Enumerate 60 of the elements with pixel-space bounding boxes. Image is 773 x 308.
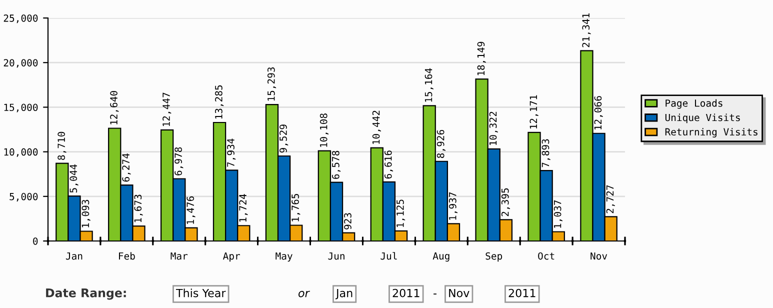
text: 10,442	[372, 110, 381, 144]
text: 21,341	[582, 13, 591, 48]
text: 1,937	[448, 192, 458, 220]
text: 13,285	[215, 85, 224, 119]
x-tick-label: Aug	[432, 252, 450, 262]
text: Jan	[335, 288, 352, 300]
text: 18,149	[477, 42, 486, 76]
text: 12,640	[110, 90, 119, 124]
text: 12,171	[530, 95, 538, 128]
text: 2,395	[501, 188, 510, 216]
x-tick-label: May	[276, 252, 292, 262]
text: 2,727	[606, 185, 615, 214]
text: 15,164	[424, 68, 434, 102]
x-tick-label: Oct	[538, 252, 554, 260]
legend-label: Unique Visits	[665, 114, 740, 124]
text: 9,529	[280, 124, 288, 153]
text: 5,044	[70, 164, 78, 193]
text: 2011	[392, 288, 420, 298]
x-tick-label: Nov	[590, 252, 608, 260]
text: 1,724	[239, 194, 248, 222]
text: Nov	[449, 288, 470, 298]
text: 6,274	[122, 153, 131, 182]
x-tick-label: Jun	[328, 252, 344, 260]
y-tick-label: 5,000	[10, 192, 38, 202]
y-tick-label: 10,000	[4, 148, 38, 157]
text: 8,710	[58, 132, 66, 160]
text: 7,934	[227, 138, 236, 167]
text: This Year	[176, 288, 226, 298]
x-tick-label: Jul	[380, 252, 397, 260]
text: 8,926	[436, 130, 446, 158]
text: 10,322	[489, 112, 498, 145]
y-tick-label: 20,000	[4, 59, 38, 68]
text: 1,476	[186, 196, 196, 224]
text: 1,093	[82, 200, 90, 228]
x-tick-label: Mar	[170, 252, 188, 260]
text: 1,765	[292, 194, 300, 222]
x-tick-label: Sep	[486, 252, 502, 262]
legend-label: Returning Visits	[665, 128, 758, 138]
text: 10,108	[320, 114, 329, 147]
text: 1,037	[554, 200, 562, 228]
text: 1,125	[396, 200, 406, 228]
y-tick-label: 0	[33, 238, 38, 245]
text: 6,616	[384, 150, 394, 179]
text: 6,578	[332, 150, 341, 179]
text: 15,293	[267, 67, 276, 101]
x-tick-label: Feb	[119, 252, 135, 260]
y-tick-label: 25,000	[4, 14, 38, 24]
text: 12,447	[162, 92, 172, 126]
text: 7,893	[542, 139, 550, 168]
text: Date Range:	[46, 288, 126, 300]
y-tick-label: 15,000	[4, 104, 38, 112]
text: 923	[344, 213, 352, 230]
legend-label: Page Loads	[666, 99, 722, 109]
text: 2011	[508, 288, 536, 298]
text: or	[298, 290, 310, 298]
text: 1,673	[134, 194, 143, 222]
x-tick-label: Apr	[222, 252, 240, 262]
text: 6,978	[174, 147, 184, 176]
text: 12,066	[594, 96, 603, 130]
x-tick-label: Jan	[66, 252, 82, 260]
